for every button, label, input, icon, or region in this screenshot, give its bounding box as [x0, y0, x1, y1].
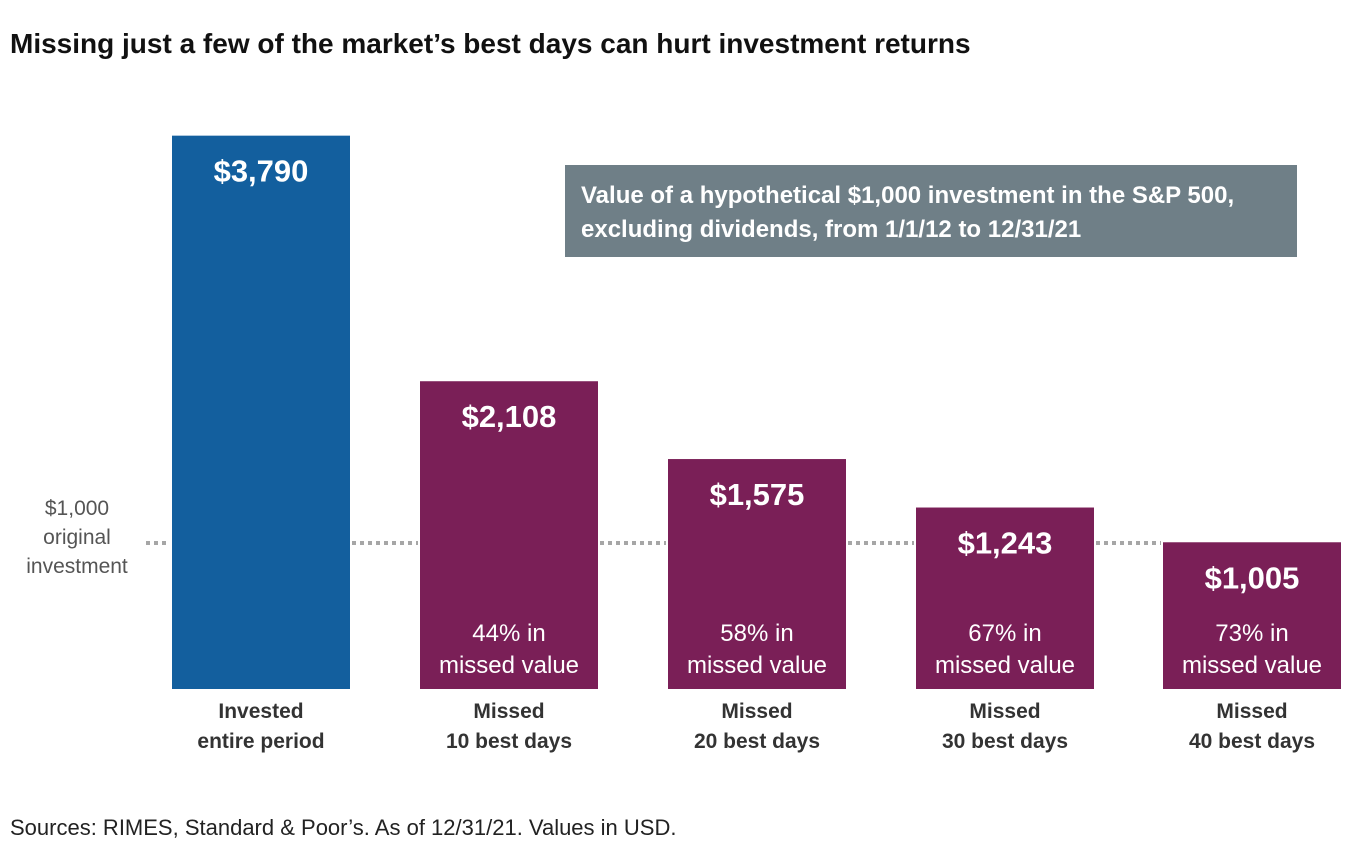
bar-sub-label: 58% in — [720, 620, 793, 647]
bar-sub-label: missed value — [935, 652, 1075, 679]
bar-value-label: $1,005 — [1205, 560, 1300, 595]
category-label: Invested — [218, 700, 303, 723]
bar-sub-label: missed value — [439, 652, 579, 679]
bar-sub-label: missed value — [687, 652, 827, 679]
chart-note-line-1: Value of a hypothetical $1,000 investmen… — [581, 182, 1235, 209]
category-label: Missed — [473, 700, 544, 723]
bar-value-label: $3,790 — [214, 154, 309, 189]
category-label: 10 best days — [446, 730, 572, 753]
bar-sub-label: 44% in — [472, 620, 545, 647]
bar-sub-label: 73% in — [1215, 620, 1288, 647]
baseline-label-line-1: $1,000 — [44, 497, 110, 520]
bar-2 — [420, 381, 598, 689]
chart-note: Value of a hypothetical $1,000 investmen… — [565, 165, 1297, 257]
category-label: Missed — [721, 700, 792, 723]
category-label: Missed — [969, 700, 1040, 723]
category-label: 40 best days — [1189, 730, 1315, 753]
baseline-label-line-2: original — [43, 526, 111, 549]
category-label: 30 best days — [942, 730, 1068, 753]
bar-value-label: $1,243 — [958, 526, 1053, 561]
bar-5 — [1163, 542, 1341, 689]
source-note: Sources: RIMES, Standard & Poor’s. As of… — [10, 815, 677, 840]
bar-value-label: $2,108 — [462, 399, 557, 434]
baseline-label-line-3: investment — [26, 555, 128, 578]
chart-note-line-2: excluding dividends, from 1/1/12 to 12/3… — [581, 216, 1082, 243]
bar-1 — [172, 135, 350, 689]
bar-4 — [916, 507, 1094, 689]
baseline-label: $1,000 original investment — [10, 494, 144, 581]
category-label: Missed — [1216, 700, 1287, 723]
category-label: entire period — [197, 730, 324, 753]
bar-value-label: $1,575 — [710, 477, 805, 512]
bar-sub-label: 67% in — [968, 620, 1041, 647]
category-label: 20 best days — [694, 730, 820, 753]
chart-title: Missing just a few of the market’s best … — [10, 28, 971, 59]
bar-sub-label: missed value — [1182, 652, 1322, 679]
bar-3 — [668, 459, 846, 689]
